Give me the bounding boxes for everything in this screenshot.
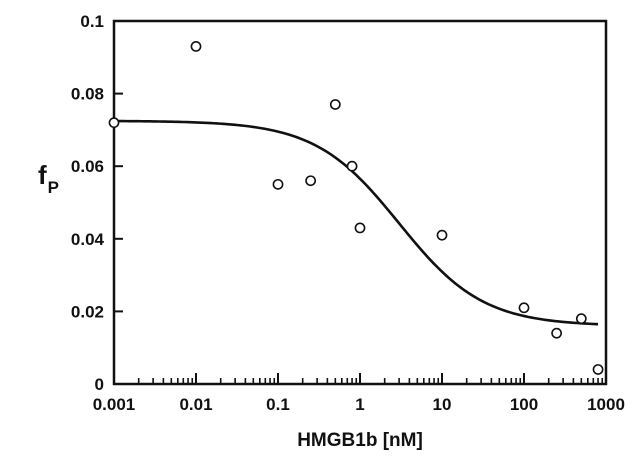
y-tick-label: 0 (95, 375, 104, 394)
x-axis-ticks: 0.001 0.01 0.1 1 10 100 1000 (93, 373, 625, 414)
y-axis-title: fP (38, 160, 59, 197)
y-tick-label: 0.02 (71, 302, 104, 321)
x-tick-label: 100 (510, 395, 538, 414)
data-point (551, 327, 563, 339)
data-point (329, 99, 341, 110)
data-point (575, 313, 587, 325)
data-point (592, 364, 604, 375)
fit-curve-layer (113, 119, 599, 326)
data-point (518, 302, 530, 314)
y-tick-label: 0.04 (71, 230, 105, 249)
data-point (190, 41, 202, 52)
x-tick-label: 0.1 (266, 395, 290, 414)
y-tick-label: 0.08 (71, 85, 104, 104)
y-tick-label: 0.1 (80, 12, 104, 31)
data-point (108, 117, 120, 129)
data-points (108, 41, 604, 375)
plot-frame (112, 19, 608, 386)
x-tick-label: 1 (355, 395, 364, 414)
x-tick-label: 10 (433, 395, 452, 414)
x-axis-title: HMGB1b [nM] (297, 430, 423, 451)
data-point (436, 229, 448, 241)
data-point (346, 160, 358, 172)
x-tick-label: 1000 (587, 395, 625, 414)
y-axis-ticks: 0 0.02 0.04 0.06 0.08 0.1 (71, 12, 123, 394)
x-tick-label: 0.001 (93, 395, 136, 414)
data-point (272, 178, 284, 190)
data-point (305, 175, 317, 187)
fit-curve (113, 119, 599, 326)
y-axis-title-subscript: P (48, 178, 59, 197)
y-tick-label: 0.06 (71, 157, 104, 176)
y-axis-title-main: f (38, 160, 47, 190)
x-tick-label: 0.01 (179, 395, 212, 414)
data-point (354, 222, 366, 234)
